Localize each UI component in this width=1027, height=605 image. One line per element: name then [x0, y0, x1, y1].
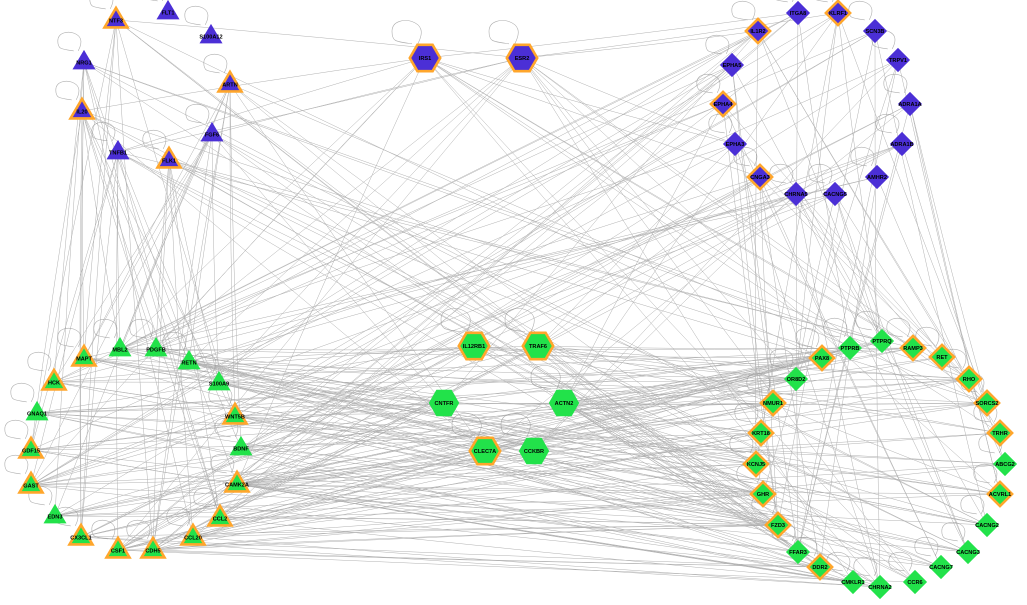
svg-text:CDH5: CDH5	[145, 549, 160, 555]
svg-text:AMHR2: AMHR2	[867, 175, 887, 181]
svg-text:ACVRL1: ACVRL1	[989, 492, 1011, 498]
svg-text:SORCS2: SORCS2	[975, 401, 998, 407]
svg-text:ITGA8: ITGA8	[790, 11, 806, 17]
svg-text:FLT1: FLT1	[162, 11, 175, 17]
svg-text:ARTN: ARTN	[222, 83, 238, 89]
svg-text:PTPRB: PTPRB	[841, 346, 860, 352]
svg-text:S100A12: S100A12	[199, 35, 222, 41]
svg-text:MBL2: MBL2	[112, 348, 127, 354]
svg-text:ADRA1A: ADRA1A	[898, 102, 921, 108]
svg-text:CHRNA5: CHRNA5	[784, 192, 807, 198]
svg-text:HCK: HCK	[48, 381, 60, 387]
svg-text:WNT5B: WNT5B	[225, 415, 245, 421]
svg-text:KRT18: KRT18	[752, 431, 770, 437]
svg-text:CX3CL1: CX3CL1	[70, 536, 91, 542]
svg-text:IL12RB1: IL12RB1	[463, 344, 485, 350]
svg-text:ESR2: ESR2	[515, 56, 530, 62]
svg-text:S100A9: S100A9	[209, 382, 229, 388]
svg-text:GAST: GAST	[23, 484, 39, 490]
svg-text:CSF1: CSF1	[111, 549, 125, 555]
svg-text:EDN3: EDN3	[48, 515, 63, 521]
svg-text:IL20: IL20	[76, 110, 87, 116]
svg-text:CAMK2A: CAMK2A	[225, 483, 249, 489]
svg-text:SCN3B: SCN3B	[866, 29, 885, 35]
svg-text:IL1R2: IL1R2	[750, 29, 765, 35]
svg-text:MAPT: MAPT	[76, 357, 92, 363]
svg-text:GHR: GHR	[757, 492, 769, 498]
svg-text:TRHR: TRHR	[992, 431, 1008, 437]
svg-text:BDNF: BDNF	[233, 447, 249, 453]
svg-text:DDR2: DDR2	[812, 565, 827, 571]
svg-text:CCL20: CCL20	[184, 536, 202, 542]
svg-text:ABCG2: ABCG2	[995, 462, 1015, 468]
svg-text:CCR6: CCR6	[907, 580, 922, 586]
svg-text:CACNG2: CACNG2	[975, 523, 999, 529]
svg-text:CACNG5: CACNG5	[823, 192, 847, 198]
svg-text:EPHA5: EPHA5	[723, 63, 742, 69]
svg-text:NRG1: NRG1	[76, 61, 92, 67]
svg-text:NMUR1: NMUR1	[763, 401, 783, 407]
svg-text:PDGFB: PDGFB	[146, 348, 166, 354]
svg-text:RAMP3: RAMP3	[903, 346, 923, 352]
svg-text:EPHA4: EPHA4	[714, 102, 734, 108]
svg-text:TNFB1: TNFB1	[109, 151, 127, 157]
svg-text:PAX8: PAX8	[815, 356, 829, 362]
svg-text:CCKBR: CCKBR	[524, 449, 544, 455]
svg-text:RHO: RHO	[963, 377, 976, 383]
svg-text:CNGA3: CNGA3	[750, 175, 770, 181]
svg-text:KLRF1: KLRF1	[829, 11, 847, 17]
svg-text:CMKLR1: CMKLR1	[841, 580, 864, 586]
svg-text:FFAR3: FFAR3	[789, 550, 807, 556]
svg-text:EPHA3: EPHA3	[726, 142, 745, 148]
svg-text:RET: RET	[936, 355, 948, 361]
svg-text:FGF6: FGF6	[205, 133, 219, 139]
svg-text:TRPV1: TRPV1	[889, 58, 907, 64]
svg-text:GNAQ1: GNAQ1	[27, 412, 47, 418]
svg-text:CACNG7: CACNG7	[929, 565, 953, 571]
svg-text:FZD3: FZD3	[771, 523, 785, 529]
svg-text:NTF3: NTF3	[109, 19, 123, 25]
svg-text:PTPRQ: PTPRQ	[872, 339, 892, 345]
svg-text:CCL2: CCL2	[213, 517, 228, 523]
svg-text:GDF15: GDF15	[22, 449, 40, 455]
svg-text:CACNG3: CACNG3	[956, 550, 980, 556]
svg-text:KCNJ5: KCNJ5	[747, 462, 765, 468]
svg-text:ADRA1B: ADRA1B	[890, 142, 913, 148]
svg-text:CNTFR: CNTFR	[435, 401, 454, 407]
svg-text:RETN: RETN	[181, 361, 196, 367]
svg-text:CLEC7A: CLEC7A	[474, 449, 496, 455]
svg-text:CHRNA2: CHRNA2	[868, 585, 891, 591]
svg-text:IRS1: IRS1	[419, 56, 431, 62]
svg-text:FLK1: FLK1	[162, 159, 176, 165]
svg-text:TRAF6: TRAF6	[529, 344, 547, 350]
svg-text:OR8D2: OR8D2	[787, 377, 806, 383]
svg-text:ACTN2: ACTN2	[555, 401, 574, 407]
